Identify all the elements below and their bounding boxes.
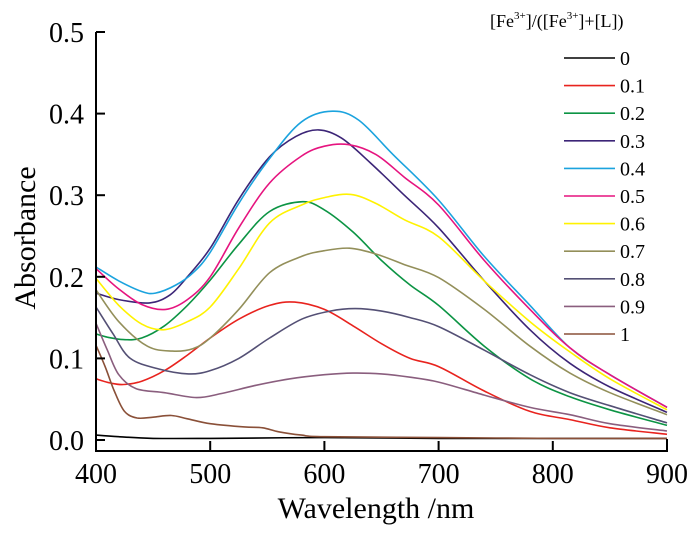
x-tick-label: 700 bbox=[418, 459, 460, 490]
y-tick-label: 0.2 bbox=[49, 263, 84, 294]
axis-frame bbox=[95, 32, 668, 452]
legend: [Fe3+]/([Fe3+]+[L]) 00.10.20.30.40.50.60… bbox=[490, 10, 645, 346]
legend-label: 0.6 bbox=[620, 214, 645, 236]
y-tick-label: 0.4 bbox=[49, 100, 84, 131]
legend-title: [Fe3+]/([Fe3+]+[L]) bbox=[490, 10, 624, 32]
legend-title-part: ]+[L]) bbox=[578, 11, 623, 32]
legend-label: 0.5 bbox=[620, 186, 645, 208]
series-line-0_4 bbox=[95, 110, 668, 409]
legend-items: 0 0.1 0.2 0.3 0.4 0.5 0.6 0.7 0.8 0.9 1 bbox=[564, 48, 645, 346]
legend-label: 0.2 bbox=[620, 103, 645, 125]
series-line-0_3 bbox=[95, 129, 668, 414]
y-tick-label: 0.0 bbox=[49, 426, 84, 457]
legend-label: 0 bbox=[620, 48, 630, 70]
series-line-1 bbox=[95, 344, 668, 440]
x-tick-label: 600 bbox=[303, 459, 345, 490]
x-ticks: 400 500 600 700 800 900 bbox=[75, 441, 688, 490]
legend-label: 0.9 bbox=[620, 296, 645, 318]
legend-label: 0.1 bbox=[620, 76, 645, 98]
x-tick-label: 500 bbox=[189, 459, 231, 490]
x-tick-label: 900 bbox=[646, 459, 688, 490]
y-tick-label: 0.3 bbox=[49, 181, 84, 212]
legend-label: 0.7 bbox=[620, 241, 645, 263]
series-line-0_6 bbox=[95, 193, 668, 411]
series-line-0_7 bbox=[95, 247, 668, 416]
legend-title-part: [Fe bbox=[490, 11, 514, 31]
y-axis-title: Absorbance bbox=[9, 166, 42, 309]
axes bbox=[95, 32, 668, 452]
legend-label: 0.3 bbox=[620, 131, 645, 153]
x-axis-title: Wavelength /nm bbox=[278, 492, 475, 525]
y-tick-label: 0.1 bbox=[49, 344, 84, 375]
x-tick-label: 800 bbox=[532, 459, 574, 490]
x-tick-label: 400 bbox=[75, 459, 117, 490]
legend-title-sup: 3+ bbox=[514, 10, 526, 22]
series-line-0_8 bbox=[95, 306, 668, 424]
legend-label: 0.8 bbox=[620, 269, 645, 291]
plot-area bbox=[95, 110, 668, 440]
legend-title-part: ]/([Fe bbox=[526, 11, 567, 32]
y-tick-label: 0.5 bbox=[49, 18, 84, 49]
series-line-0_2 bbox=[95, 200, 668, 427]
y-ticks: 0.0 0.1 0.2 0.3 0.4 0.5 bbox=[49, 18, 105, 457]
series-line-0_9 bbox=[95, 322, 668, 432]
legend-label: 1 bbox=[620, 324, 630, 346]
series-line-0_5 bbox=[95, 143, 668, 409]
series-line-0_1 bbox=[95, 301, 668, 436]
legend-title-sup: 3+ bbox=[567, 10, 579, 22]
legend-label: 0.4 bbox=[620, 158, 645, 180]
